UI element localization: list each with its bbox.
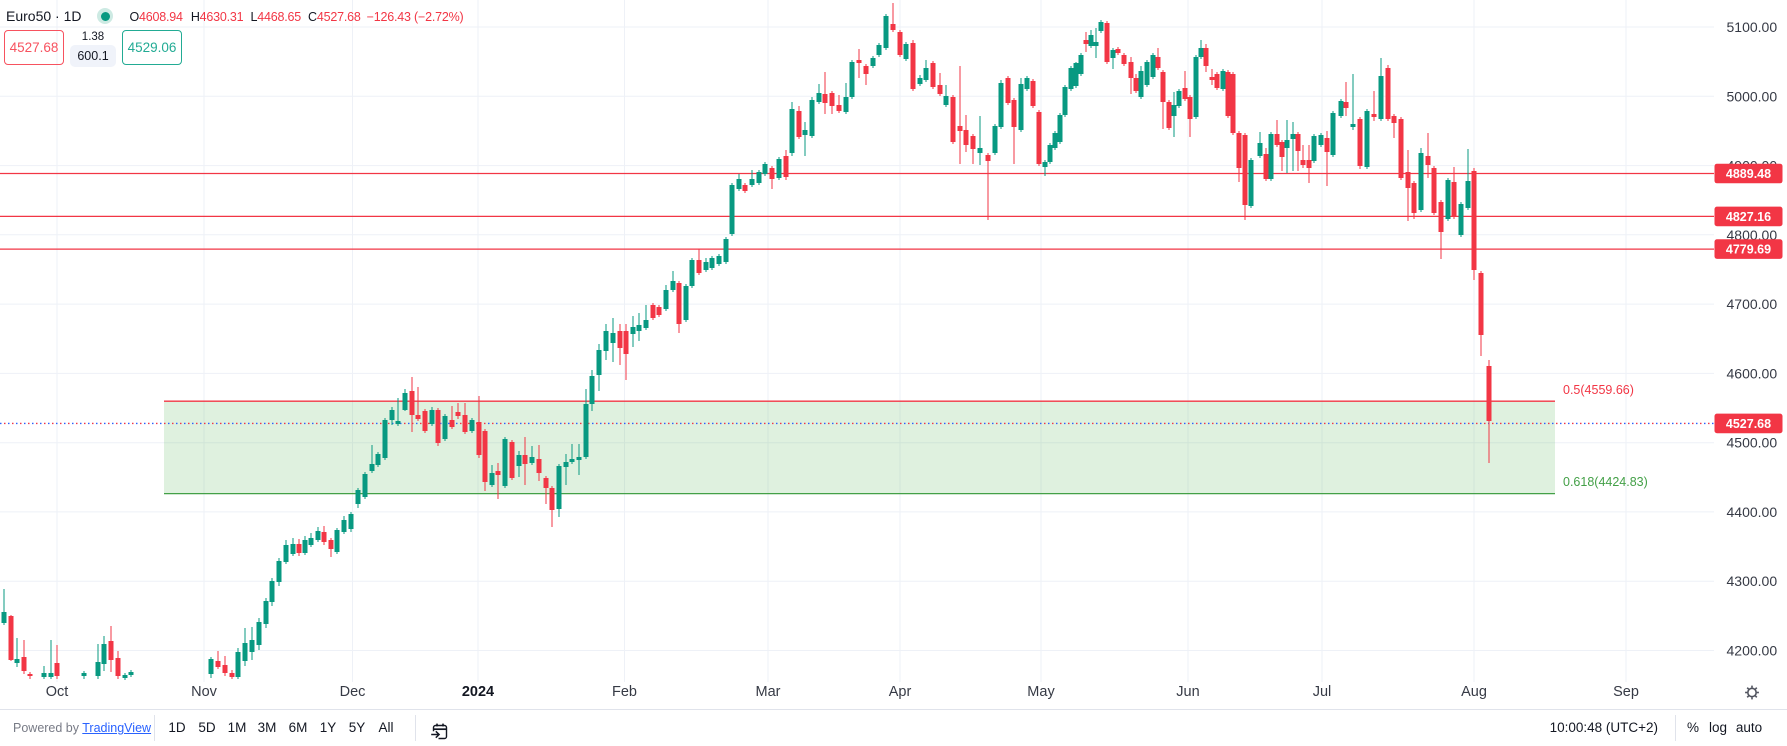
svg-text:Jul: Jul xyxy=(1313,684,1332,700)
svg-text:Feb: Feb xyxy=(612,684,637,700)
svg-text:Jun: Jun xyxy=(1176,684,1199,700)
svg-text:Nov: Nov xyxy=(191,684,218,700)
svg-text:5000.00: 5000.00 xyxy=(1727,88,1778,104)
svg-text:0.5(4559.66): 0.5(4559.66) xyxy=(1563,383,1634,397)
svg-text:4300.00: 4300.00 xyxy=(1727,573,1778,589)
svg-text:4700.00: 4700.00 xyxy=(1727,296,1778,312)
svg-text:0.618(4424.83): 0.618(4424.83) xyxy=(1563,475,1648,489)
svg-text:4800.00: 4800.00 xyxy=(1727,227,1778,243)
svg-text:Mar: Mar xyxy=(756,684,781,700)
svg-text:Sep: Sep xyxy=(1613,684,1639,700)
svg-text:Dec: Dec xyxy=(340,684,366,700)
svg-text:Oct: Oct xyxy=(46,684,69,700)
svg-text:5100.00: 5100.00 xyxy=(1727,19,1778,35)
svg-text:4600.00: 4600.00 xyxy=(1727,365,1778,381)
svg-text:4500.00: 4500.00 xyxy=(1727,435,1778,451)
svg-text:Aug: Aug xyxy=(1461,684,1487,700)
svg-text:4827.16: 4827.16 xyxy=(1726,210,1771,224)
svg-text:2024: 2024 xyxy=(462,684,494,700)
svg-text:Apr: Apr xyxy=(889,684,912,700)
svg-text:4200.00: 4200.00 xyxy=(1727,643,1778,659)
svg-text:4779.69: 4779.69 xyxy=(1726,243,1771,257)
svg-text:4889.48: 4889.48 xyxy=(1726,167,1771,181)
svg-text:4400.00: 4400.00 xyxy=(1727,504,1778,520)
svg-text:4527.68: 4527.68 xyxy=(1726,417,1771,431)
svg-text:May: May xyxy=(1027,684,1055,700)
